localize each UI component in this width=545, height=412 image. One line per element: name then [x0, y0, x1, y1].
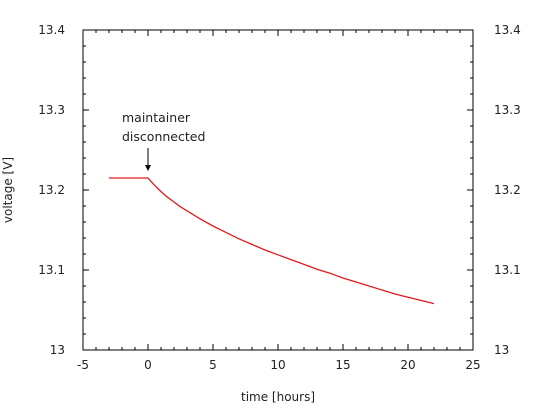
annotation-text-line1: maintainer: [122, 110, 191, 125]
x-tick-label: 5: [209, 358, 217, 372]
plot-frame: [82, 29, 474, 351]
series-line: [109, 177, 435, 305]
y-tick-label-left: 13: [50, 343, 65, 357]
y-tick-label-right: 13.1: [494, 263, 521, 277]
annotation-group: maintainer disconnected: [122, 110, 205, 171]
y-axis-label: voltage [V]: [1, 157, 15, 223]
x-tick-label: 10: [270, 358, 285, 372]
y-tick-label-right: 13.2: [494, 183, 521, 197]
x-tick-label: 20: [400, 358, 415, 372]
y-tick-label-left: 13.2: [38, 183, 65, 197]
x-axis-label: time [hours]: [241, 390, 315, 404]
axis-tick-labels: -5 0 5 10 15 20 25 13 13 13.1 13.1 13.2 13.2 13.3 13.3…: [38, 23, 520, 372]
y-tick-label-left: 13.3: [38, 103, 65, 117]
x-tick-label: 25: [465, 358, 480, 372]
y-tick-label-right: 13.4: [494, 23, 521, 37]
annotation-text-line2: disconnected: [122, 129, 205, 144]
axis-ticks: [82, 29, 474, 351]
y-tick-label-left: 13.1: [38, 263, 65, 277]
y-tick-label-right: 13: [494, 343, 509, 357]
x-tick-label: 0: [144, 358, 152, 372]
x-tick-label: -5: [77, 358, 89, 372]
y-tick-label-right: 13.3: [494, 103, 521, 117]
x-tick-label: 15: [335, 358, 350, 372]
annotation-arrowhead: [145, 165, 151, 171]
y-tick-label-left: 13.4: [38, 23, 65, 37]
